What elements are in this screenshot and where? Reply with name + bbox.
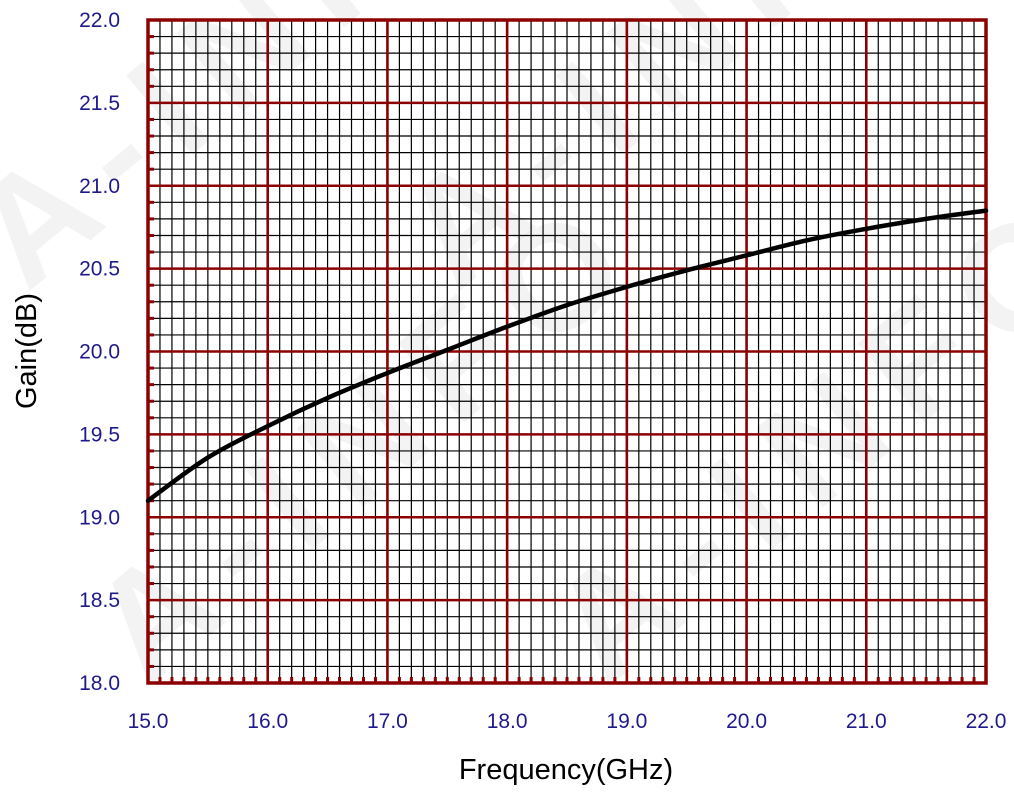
x-tick-label: 18.0 — [487, 710, 528, 733]
minor-tick-marks — [148, 35, 976, 683]
y-tick-label: 18.0 — [79, 672, 120, 695]
y-tick-label: 20.5 — [79, 258, 120, 281]
x-tick-label: 16.0 — [247, 710, 288, 733]
y-tick-label: 22.0 — [79, 9, 120, 32]
x-axis-title: Frequency(GHz) — [459, 754, 673, 786]
x-tick-label: 22.0 — [966, 710, 1007, 733]
x-tick-labels: 15.0 16.0 17.0 18.0 19.0 20.0 21.0 22.0 — [128, 710, 1007, 733]
x-tick-label: 17.0 — [367, 710, 408, 733]
y-tick-label: 19.0 — [79, 506, 120, 529]
x-tick-label: 15.0 — [128, 710, 169, 733]
y-tick-label: 18.5 — [79, 589, 120, 612]
y-axis-title: Gain(dB) — [11, 293, 43, 409]
x-tick-label: 21.0 — [846, 710, 887, 733]
curve-layer — [145, 208, 989, 503]
y-tick-label: 21.5 — [79, 92, 120, 115]
gain-curve — [145, 208, 989, 503]
y-tick-label: 21.0 — [79, 175, 120, 198]
y-tick-label: 20.0 — [79, 341, 120, 364]
x-tick-label: 20.0 — [726, 710, 767, 733]
x-tick-label: 19.0 — [606, 710, 647, 733]
major-grid — [146, 18, 988, 685]
y-tick-labels: 18.0 18.5 19.0 19.5 20.0 20.5 21.0 21.5 22.0 — [79, 9, 120, 695]
y-tick-label: 19.5 — [79, 423, 120, 446]
